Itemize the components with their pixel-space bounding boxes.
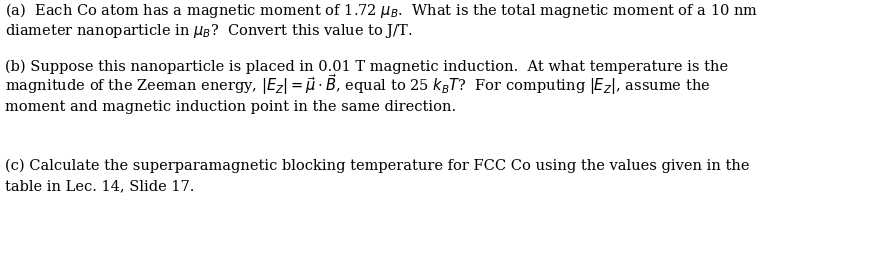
Text: (b) Suppose this nanoparticle is placed in 0.01 T magnetic induction.  At what t: (b) Suppose this nanoparticle is placed …	[5, 60, 728, 74]
Text: magnitude of the Zeeman energy, $|E_Z| = \vec{\mu} \cdot \vec{B}$, equal to 25 $: magnitude of the Zeeman energy, $|E_Z| =…	[5, 72, 710, 97]
Text: table in Lec. 14, Slide 17.: table in Lec. 14, Slide 17.	[5, 179, 194, 193]
Text: diameter nanoparticle in $\mu_B$?  Convert this value to J/T.: diameter nanoparticle in $\mu_B$? Conver…	[5, 22, 413, 40]
Text: (a)  Each Co atom has a magnetic moment of 1.72 $\mu_B$.  What is the total magn: (a) Each Co atom has a magnetic moment o…	[5, 1, 758, 20]
Text: (c) Calculate the superparamagnetic blocking temperature for FCC Co using the va: (c) Calculate the superparamagnetic bloc…	[5, 159, 749, 173]
Text: moment and magnetic induction point in the same direction.: moment and magnetic induction point in t…	[5, 100, 456, 114]
